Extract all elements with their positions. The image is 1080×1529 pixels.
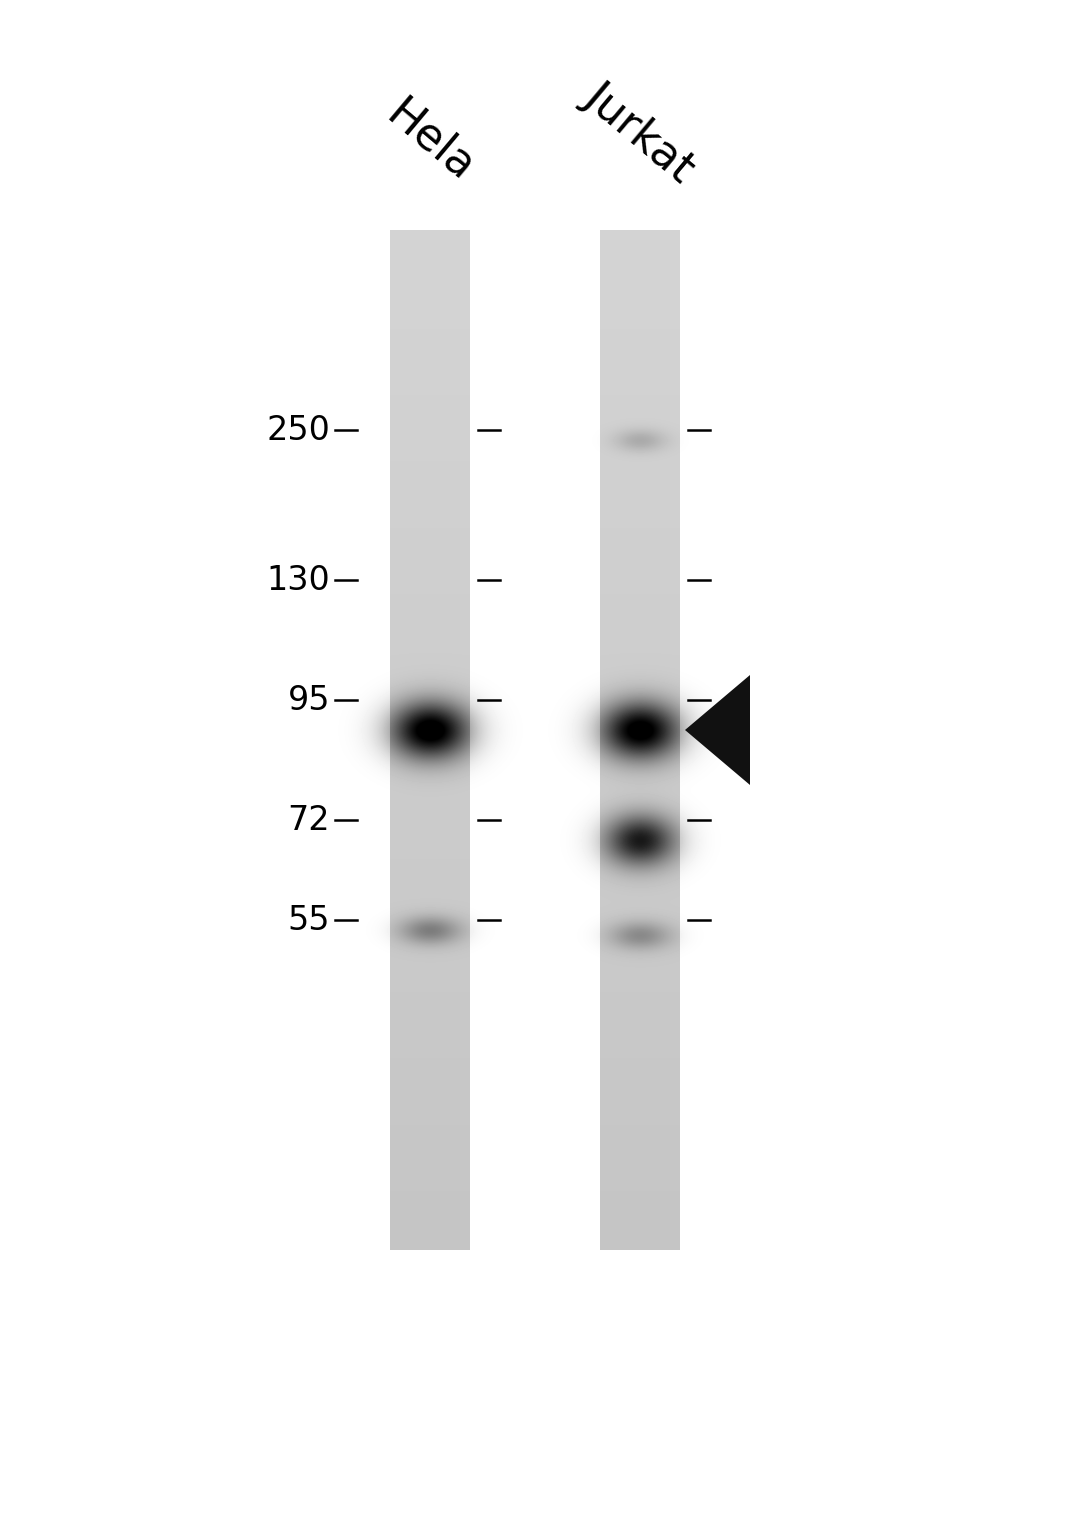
Text: 55: 55	[287, 904, 330, 936]
Text: Hela: Hela	[378, 93, 483, 190]
Text: 250: 250	[266, 413, 330, 446]
Polygon shape	[685, 674, 750, 784]
Text: 95: 95	[287, 683, 330, 717]
Text: 72: 72	[287, 804, 330, 836]
Text: Jurkat: Jurkat	[577, 73, 703, 190]
Text: 130: 130	[267, 564, 330, 596]
